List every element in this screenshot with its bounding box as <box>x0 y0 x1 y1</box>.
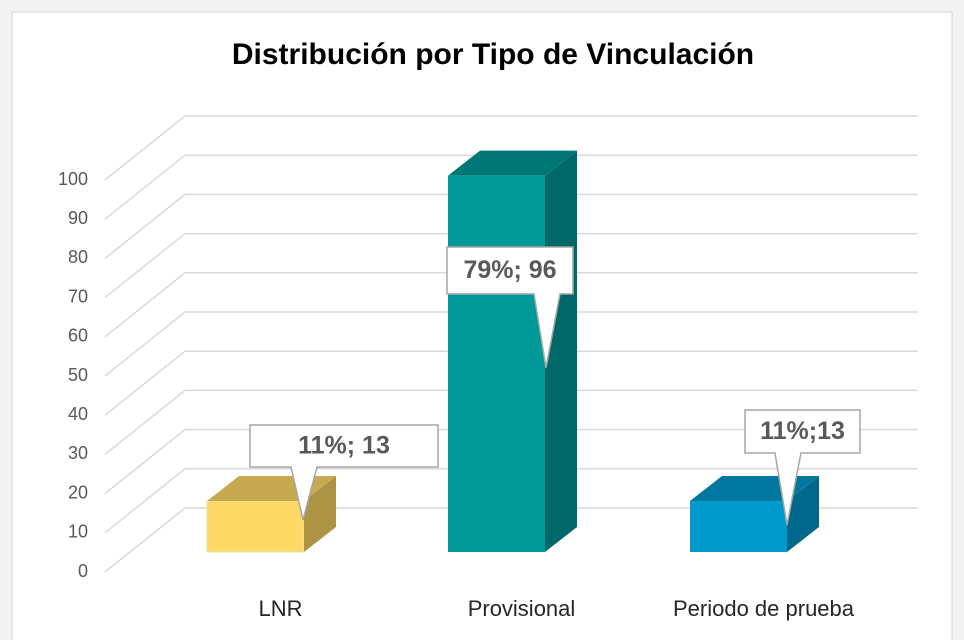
callout <box>744 409 861 526</box>
y-tick-label: 20 <box>68 482 88 502</box>
grid-line <box>104 389 918 455</box>
x-tick-label: Provisional <box>468 596 576 621</box>
y-tick-label: 100 <box>58 169 88 189</box>
grid-line <box>104 232 918 299</box>
bar <box>206 500 305 553</box>
value-label: 11%;13 <box>760 417 845 445</box>
grid-line <box>104 154 918 220</box>
bar <box>448 175 545 552</box>
chart-title: Distribución por Tipo de Vinculación <box>232 38 754 71</box>
y-tick-label: 60 <box>68 326 88 346</box>
bar-side <box>787 476 819 552</box>
value-label: 79%; 96 <box>463 256 556 284</box>
bar-side <box>304 476 336 552</box>
grid-line <box>104 507 918 573</box>
grid-line <box>104 193 918 259</box>
grid-line <box>104 350 918 416</box>
grid-line <box>104 428 918 495</box>
y-tick-label: 40 <box>68 404 88 424</box>
callout <box>446 246 574 369</box>
grid-line <box>104 272 918 338</box>
y-tick-label: 50 <box>68 365 88 385</box>
value-label: 11%; 13 <box>298 432 390 460</box>
grid-line <box>104 115 918 181</box>
y-tick-label: 10 <box>68 522 88 542</box>
x-tick-label: LNR <box>258 596 302 621</box>
y-tick-label: 80 <box>68 247 88 267</box>
y-tick-label: 30 <box>68 443 88 463</box>
y-tick-label: 0 <box>78 561 88 581</box>
callout <box>249 424 439 521</box>
x-tick-label: Periodo de prueba <box>673 596 855 621</box>
y-tick-label: 70 <box>68 286 88 306</box>
grid-line <box>104 311 918 377</box>
bar <box>690 501 787 552</box>
bar-top <box>448 150 577 176</box>
grid-line <box>104 468 918 534</box>
y-tick-label: 90 <box>68 208 88 228</box>
